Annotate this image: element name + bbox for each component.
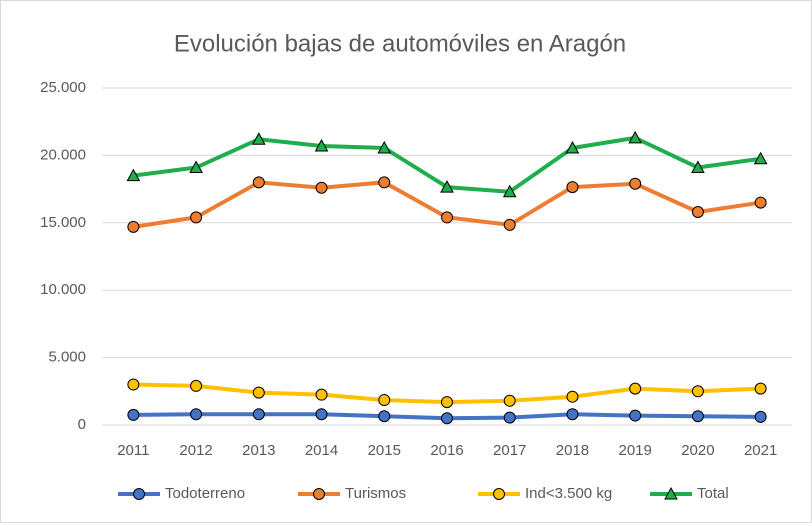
marker xyxy=(189,160,203,174)
marker xyxy=(691,160,705,174)
marker xyxy=(628,130,643,144)
y-tick-label: 25.000 xyxy=(40,79,86,96)
legend-label: Todoterreno xyxy=(165,485,245,502)
marker xyxy=(252,386,265,399)
x-tick-label: 2017 xyxy=(493,442,526,459)
x-tick-label: 2014 xyxy=(305,442,338,459)
marker xyxy=(503,394,516,407)
x-tick-label: 2019 xyxy=(618,442,651,459)
marker xyxy=(691,206,704,219)
marker xyxy=(251,132,266,145)
x-tick-label: 2020 xyxy=(681,442,714,459)
legend-marker xyxy=(313,488,325,500)
x-tick-label: 2011 xyxy=(117,442,149,459)
x-tick-label: 2018 xyxy=(556,442,589,459)
marker xyxy=(315,408,328,421)
marker xyxy=(378,394,391,407)
x-tick-label: 2012 xyxy=(179,442,212,459)
legend-marker xyxy=(664,486,678,500)
chart-title: Evolución bajas de automóviles en Aragón xyxy=(174,30,626,57)
marker xyxy=(503,411,516,424)
marker xyxy=(190,211,203,224)
marker xyxy=(566,390,579,403)
legend-label: Turismos xyxy=(345,485,406,502)
marker xyxy=(754,410,767,423)
marker xyxy=(691,410,704,423)
y-tick-label: 0 xyxy=(78,416,86,433)
marker xyxy=(126,168,141,182)
marker xyxy=(754,196,767,209)
marker xyxy=(378,410,391,423)
marker xyxy=(753,151,768,165)
marker xyxy=(127,220,140,233)
marker xyxy=(565,140,580,154)
y-tick-label: 20.000 xyxy=(40,146,86,163)
marker xyxy=(503,218,516,231)
marker xyxy=(566,181,579,194)
y-tick-label: 10.000 xyxy=(40,281,86,298)
marker xyxy=(377,140,392,154)
y-tick-label: 15.000 xyxy=(40,214,86,231)
marker xyxy=(127,408,140,421)
marker xyxy=(566,408,579,421)
marker xyxy=(441,211,453,224)
marker xyxy=(190,379,203,392)
legend-marker xyxy=(493,488,505,500)
y-tick-label: 5.000 xyxy=(48,349,86,366)
legend-label: Ind<3.500 kg xyxy=(525,485,612,502)
x-tick-label: 2015 xyxy=(368,442,401,459)
marker xyxy=(252,408,265,421)
x-tick-label: 2016 xyxy=(430,442,463,459)
marker xyxy=(190,408,203,421)
marker xyxy=(754,382,767,395)
marker xyxy=(629,177,642,190)
marker xyxy=(441,412,453,425)
marker xyxy=(127,378,140,391)
legend-marker xyxy=(133,488,145,500)
marker xyxy=(378,176,391,189)
marker xyxy=(691,385,704,398)
marker xyxy=(314,138,329,152)
legend-label: Total xyxy=(697,485,729,502)
marker xyxy=(315,181,328,194)
marker xyxy=(441,396,453,409)
marker xyxy=(252,176,265,189)
marker xyxy=(629,382,642,395)
marker xyxy=(502,184,517,198)
marker xyxy=(629,409,642,422)
x-tick-label: 2021 xyxy=(744,442,777,459)
x-tick-label: 2013 xyxy=(242,442,275,459)
marker xyxy=(440,180,454,193)
marker xyxy=(315,388,328,401)
